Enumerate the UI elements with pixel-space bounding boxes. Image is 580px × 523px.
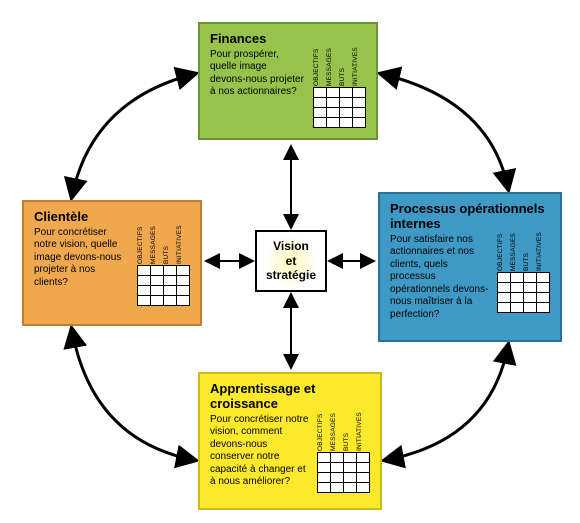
- box-title: Finances: [210, 32, 366, 47]
- mini-col-label: BUTS: [343, 414, 356, 452]
- box-finances: Finances Pour prospérer, quelle image dev…: [198, 22, 378, 140]
- mini-col-label: OBJECTIFS: [317, 414, 330, 452]
- mini-col-label: INITIATIVES: [356, 414, 369, 452]
- mini-col-label: BUTS: [523, 234, 536, 272]
- outer-arrow: [386, 346, 508, 460]
- scorecard-mini-table: OBJECTIFSMESSAGESBUTSINITIATIVES: [497, 234, 550, 313]
- outer-arrow: [72, 330, 194, 460]
- mini-col-label: MESSAGES: [510, 234, 523, 272]
- mini-col-label: MESSAGES: [150, 227, 163, 265]
- center-line-3: stratégie: [266, 268, 316, 282]
- mini-col-label: BUTS: [163, 227, 176, 265]
- center-line-2: et: [266, 254, 316, 268]
- mini-col-label: OBJECTIFS: [497, 234, 510, 272]
- outer-arrow: [382, 74, 508, 188]
- box-question: Pour concrétiser notre vision, comment d…: [210, 414, 309, 489]
- mini-col-label: MESSAGES: [330, 414, 343, 452]
- box-apprentissage: Apprentissage et croissancePour concréti…: [198, 372, 382, 510]
- box-question: Pour prospérer, quelle image devons-nous…: [210, 49, 305, 99]
- scorecard-mini-table: OBJECTIFSMESSAGESBUTSINITIATIVES: [137, 227, 190, 306]
- mini-col-label: MESSAGES: [326, 49, 339, 87]
- box-question: Pour concrétiser notre vision, quelle im…: [34, 227, 129, 290]
- box-question: Pour satisfaire nos actionnaires et nos …: [390, 234, 489, 322]
- box-title: Apprentissage et croissance: [210, 382, 370, 412]
- mini-col-label: OBJECTIFS: [313, 49, 326, 87]
- scorecard-mini-table: OBJECTIFSMESSAGESBUTSINITIATIVES: [313, 49, 366, 128]
- mini-col-label: OBJECTIFS: [137, 227, 150, 265]
- box-title: Clientèle: [34, 210, 190, 225]
- center-vision-strategie: Vision et stratégie: [255, 230, 327, 292]
- box-title: Processus opérationnels internes: [390, 202, 550, 232]
- mini-col-label: BUTS: [339, 49, 352, 87]
- mini-col-label: INITIATIVES: [352, 49, 365, 87]
- box-processus: Processus opérationnels internesPour sat…: [378, 192, 562, 342]
- mini-col-label: INITIATIVES: [536, 234, 549, 272]
- mini-col-label: INITIATIVES: [176, 227, 189, 265]
- center-line-1: Vision: [266, 239, 316, 253]
- scorecard-mini-table: OBJECTIFSMESSAGESBUTSINITIATIVES: [317, 414, 370, 493]
- box-clientele: Clientèle Pour concrétiser notre vision, …: [22, 200, 202, 326]
- outer-arrow: [72, 74, 194, 196]
